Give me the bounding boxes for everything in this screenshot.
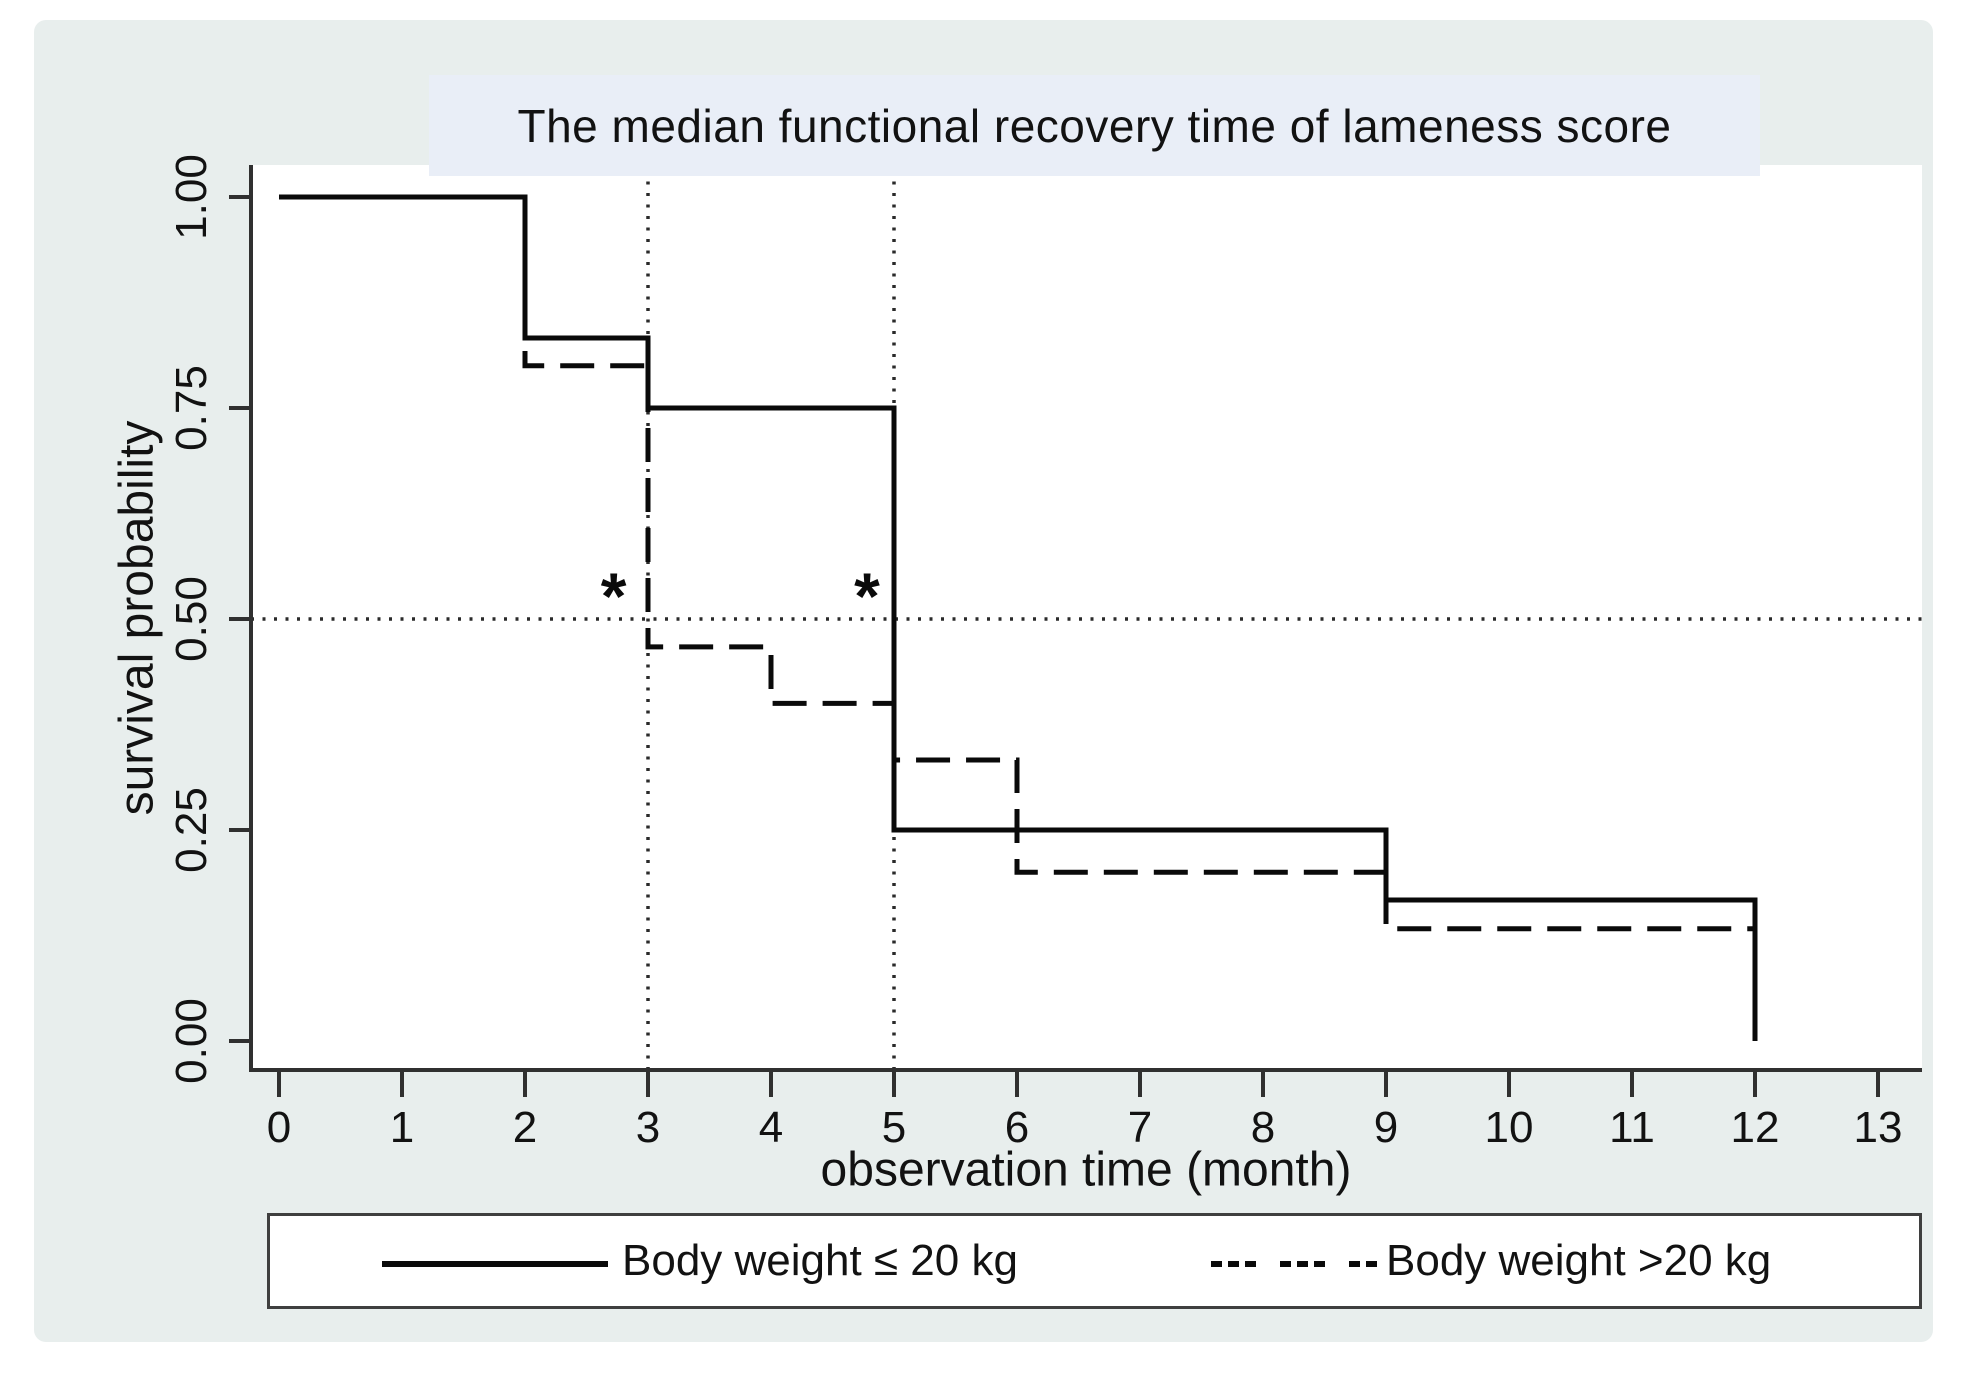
y-tick-label: 0.00: [167, 998, 216, 1084]
axis-lines: [249, 165, 1922, 1072]
x-tick-label: 1: [390, 1103, 414, 1152]
x-tick-label: 10: [1485, 1103, 1534, 1152]
survival-curve-under-20kg: [279, 194, 1758, 1041]
legend-box: Body weight ≤ 20 kg Body weight >20 kg: [267, 1213, 1922, 1309]
legend-label-under-20kg: Body weight ≤ 20 kg: [622, 1236, 1018, 1285]
x-tick-label: 6: [1005, 1103, 1029, 1152]
x-tick-label: 13: [1854, 1103, 1903, 1152]
y-axis-label: survival probability: [110, 420, 164, 816]
chart-title-band: The median functional recovery time of l…: [429, 75, 1760, 176]
x-tick-label: 5: [882, 1103, 906, 1152]
y-tick-label: 0.25: [167, 787, 216, 873]
x-tick-label: 9: [1374, 1103, 1398, 1152]
plot-background: [251, 165, 1922, 1070]
x-tick-label: 11: [1609, 1103, 1655, 1152]
figure-canvas: 0.00 0.25 0.50 0.75 1.00 0 1 2 3 4 5 6 7 8 9 10 11 12 13 * *…: [34, 20, 1933, 1342]
x-tick-label: 3: [636, 1103, 660, 1152]
x-tick-label: 2: [513, 1103, 537, 1152]
y-tick-label: 0.75: [167, 365, 216, 451]
significance-asterisk: *: [601, 559, 627, 633]
legend-label-over-20kg: Body weight >20 kg: [1386, 1236, 1772, 1285]
y-tick-label: 1.00: [167, 154, 216, 240]
x-tick-label: 8: [1251, 1103, 1275, 1152]
legend-line-samples: [382, 1261, 1379, 1267]
x-tick-label: 0: [267, 1103, 291, 1152]
x-tick-label: 12: [1731, 1103, 1780, 1152]
x-axis-label: observation time (month): [820, 1143, 1352, 1197]
chart-title: The median functional recovery time of l…: [517, 99, 1672, 152]
significance-asterisk: *: [854, 559, 880, 633]
x-tick-label: 7: [1128, 1103, 1152, 1152]
km-survival-plot: 0.000.250.500.751.000 1 2 3 4 5 6 7 8 9 10 11 12 13* *: [167, 154, 1922, 1152]
x-tick-label: 4: [759, 1103, 783, 1152]
survival-curve-over-20kg: [279, 194, 1758, 1041]
y-tick-label: 0.50: [167, 576, 216, 662]
